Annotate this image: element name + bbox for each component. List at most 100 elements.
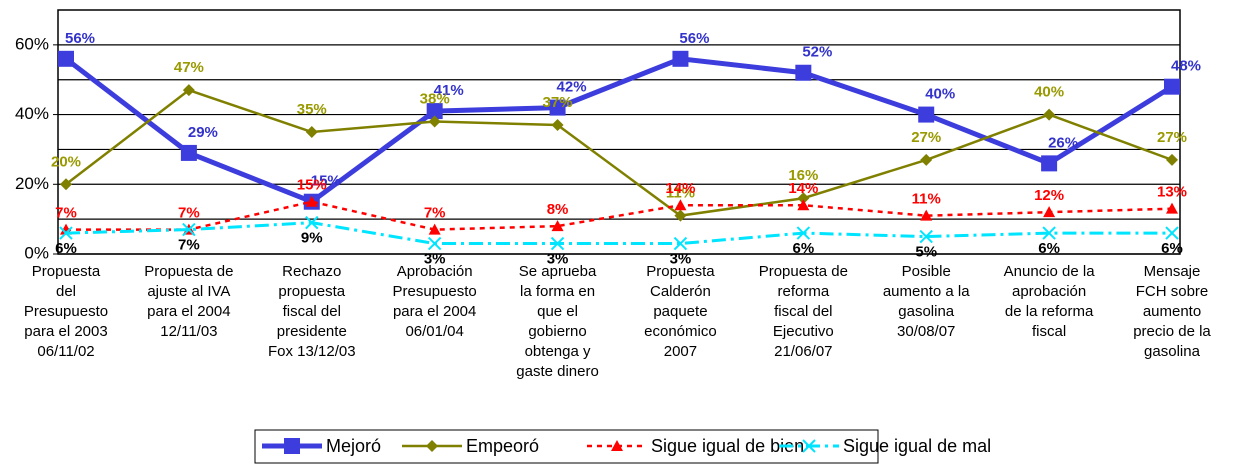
x-tick-label: Rechazo propuesta fiscal del presidente …	[267, 263, 356, 360]
legend: Mejoró Empeoró Sigue igual de bien Sigue ig…	[254, 429, 991, 464]
legend-marker	[802, 439, 816, 453]
data-point	[796, 226, 811, 240]
data-point	[918, 106, 935, 123]
data-point	[428, 115, 441, 128]
data-label: 47%	[174, 59, 204, 76]
legend-label: Sigue igual de mal	[843, 436, 991, 456]
data-point	[59, 226, 73, 240]
x-tick-label: Anuncio de la aprobación de la reforma f…	[1003, 263, 1095, 340]
data-point	[305, 215, 319, 230]
data-point	[1166, 153, 1178, 166]
data-point	[920, 209, 933, 221]
data-point	[673, 236, 688, 251]
x-tick-label: Mensaje FCH sobre aumento precio de la g…	[1133, 263, 1211, 360]
data-label: 6%	[55, 240, 77, 257]
data-label: 15%	[297, 177, 327, 194]
data-label: 41%	[434, 82, 464, 99]
data-point	[1043, 108, 1056, 121]
data-label: 27%	[1157, 129, 1187, 146]
data-label: 3%	[424, 251, 446, 268]
data-label: 35%	[297, 101, 327, 118]
data-label: 29%	[188, 124, 218, 141]
legend-label: Sigue igual de bien	[651, 436, 804, 456]
data-point	[1041, 155, 1058, 172]
data-label: 40%	[1034, 84, 1064, 101]
data-label: 14%	[788, 180, 818, 197]
data-point	[551, 119, 564, 132]
data-point	[551, 220, 564, 232]
data-point	[1165, 226, 1179, 240]
data-point	[427, 236, 442, 251]
data-label: 6%	[1038, 240, 1060, 257]
x-tick-label: Se aprueba la forma en que el gobierno o…	[516, 263, 599, 380]
data-point	[426, 103, 443, 120]
y-tick-label: 0%	[24, 243, 49, 262]
data-point	[919, 229, 933, 244]
plot-area	[57, 9, 1181, 255]
data-label: 56%	[679, 30, 709, 47]
data-label: 15%	[311, 173, 341, 190]
data-point	[795, 64, 812, 81]
y-tick-label: 40%	[15, 104, 49, 123]
data-point	[180, 144, 197, 161]
data-label: 7%	[424, 205, 446, 222]
data-point	[674, 199, 687, 211]
data-label: 42%	[557, 79, 587, 96]
data-point	[1042, 226, 1056, 240]
series-line	[65, 221, 1172, 246]
data-point	[1043, 206, 1056, 218]
data-label: 56%	[65, 30, 95, 47]
data-label: 8%	[547, 201, 569, 218]
data-point	[58, 50, 74, 67]
data-point	[920, 153, 933, 166]
y-tick-label: 60%	[15, 34, 49, 53]
data-point	[674, 209, 687, 222]
data-point	[428, 223, 441, 235]
data-label: 20%	[51, 153, 81, 170]
data-point	[797, 199, 810, 211]
data-label: 7%	[178, 237, 200, 254]
x-tick-label: Posible aumento a la gasolina 30/08/07	[882, 263, 970, 340]
data-label: 52%	[802, 44, 832, 61]
data-label: 48%	[1171, 58, 1201, 75]
legend-box	[254, 429, 879, 464]
data-label: 38%	[420, 91, 450, 108]
data-label: 7%	[178, 205, 200, 222]
data-label: 12%	[1034, 187, 1064, 204]
data-label: 16%	[788, 167, 818, 184]
data-label: 26%	[1048, 134, 1078, 151]
y-tick-label: 20%	[15, 174, 49, 193]
data-label: 37%	[543, 94, 573, 111]
x-tick-label: Propuesta de reforma fiscal del Ejecutiv…	[758, 263, 848, 360]
x-tick-label: Propuesta Calderón paquete económico 200…	[644, 263, 717, 360]
legend-label: Mejoró	[326, 436, 381, 456]
data-label: 11%	[666, 185, 695, 202]
legend-label: Empeoró	[466, 436, 539, 456]
data-label: 13%	[1157, 184, 1187, 201]
data-label: 27%	[911, 129, 941, 146]
series-line	[66, 200, 1173, 231]
data-point	[549, 99, 566, 116]
data-label: 3%	[670, 251, 692, 268]
data-label: 6%	[1161, 240, 1183, 257]
legend-marker	[426, 440, 438, 452]
legend-marker	[284, 438, 300, 454]
series-line	[64, 56, 1174, 205]
x-tick-label: Aprobación Presupuesto para el 2004 06/0…	[392, 263, 477, 340]
x-tick-label: Propuesta del Presupuesto para el 2003 0…	[23, 263, 109, 360]
data-point	[182, 84, 195, 97]
data-point	[672, 50, 689, 67]
data-point	[182, 222, 196, 237]
legend-marker	[611, 440, 623, 451]
data-label: 40%	[925, 86, 955, 103]
data-point	[1164, 78, 1180, 95]
data-label: 9%	[301, 230, 323, 247]
data-point	[550, 236, 565, 251]
data-point	[60, 178, 72, 191]
data-label: 11%	[912, 191, 941, 208]
data-label: 3%	[547, 251, 569, 268]
data-point	[305, 126, 318, 138]
data-label: 6%	[792, 240, 814, 257]
